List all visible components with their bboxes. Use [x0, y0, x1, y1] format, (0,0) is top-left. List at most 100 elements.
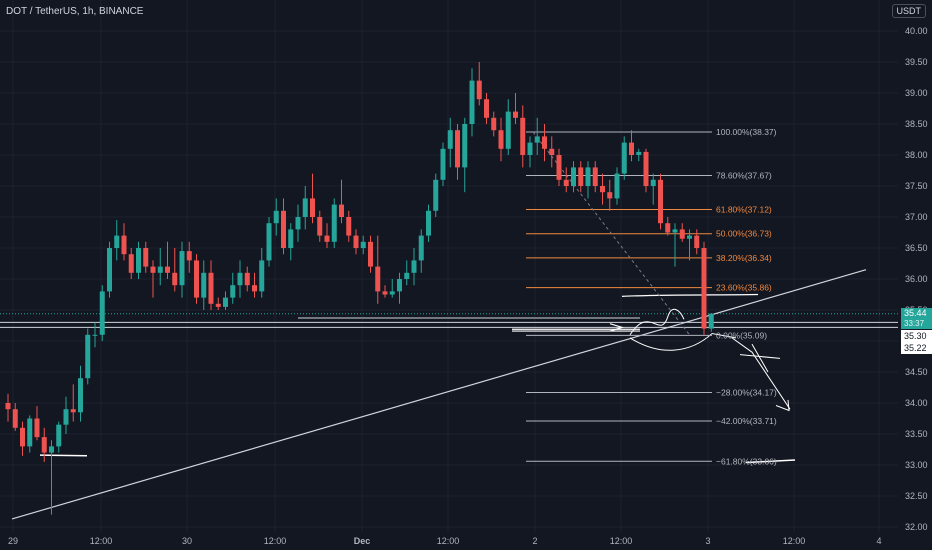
- brush-stroke[interactable]: [629, 333, 737, 351]
- candle-body: [339, 204, 344, 217]
- candle-body: [107, 248, 112, 292]
- time-axis[interactable]: 29 12:00 30 12:00 Dec 12:00 2 12:00 3 12:00 4: [8, 536, 882, 546]
- candle-series: [5, 62, 714, 515]
- candle-body: [701, 248, 707, 329]
- candle-body: [353, 235, 359, 248]
- candle-body: [462, 124, 468, 168]
- countdown-label: 33:37: [901, 319, 932, 329]
- brush-stroke[interactable]: [512, 328, 640, 332]
- candle-body: [281, 210, 286, 248]
- hline-price-label-1: 35.30: [901, 330, 932, 342]
- symbol-title[interactable]: DOT / TetherUS, 1h, BINANCE: [6, 6, 144, 17]
- candle-body: [491, 117, 497, 131]
- candle-body: [708, 313, 714, 329]
- candle-body: [643, 151, 649, 186]
- candle-body: [556, 155, 562, 180]
- candle-body: [404, 272, 410, 279]
- price-tick-label: 37.50: [905, 181, 928, 191]
- candle-body: [426, 210, 431, 236]
- arrow-icon[interactable]: [609, 323, 625, 332]
- candle-body: [694, 235, 700, 248]
- candle-body: [310, 198, 315, 217]
- candle-body: [455, 130, 460, 168]
- candle-body: [259, 260, 265, 292]
- candle-body: [542, 136, 547, 149]
- candle-body: [266, 223, 272, 261]
- candle-body: [56, 424, 62, 447]
- price-tick-label: 32.00: [905, 522, 928, 532]
- candle-body: [12, 409, 18, 428]
- candle-body: [375, 266, 381, 292]
- candle-body: [549, 148, 555, 155]
- brush-stroke[interactable]: [745, 459, 796, 464]
- projection-path[interactable]: [731, 337, 791, 410]
- brush-stroke[interactable]: [739, 343, 781, 373]
- candle-body: [288, 229, 294, 248]
- candle-body: [382, 291, 388, 295]
- brush-stroke[interactable]: [629, 308, 685, 336]
- candle-body: [498, 130, 504, 149]
- candle-body: [571, 167, 576, 186]
- time-tick-label: 29: [8, 536, 18, 546]
- candle-body: [592, 167, 598, 186]
- candle-body: [27, 418, 33, 447]
- candle-body: [92, 334, 98, 336]
- candle-body: [215, 303, 221, 307]
- candle-body: [121, 235, 127, 255]
- price-tick-label: 34.50: [905, 367, 928, 377]
- candle-body: [302, 198, 308, 217]
- fib-level-label: 0.00%(35.09): [716, 330, 767, 340]
- arrow-icon[interactable]: [775, 399, 790, 412]
- candle-body: [607, 192, 613, 199]
- price-tick-label: 39.50: [905, 57, 928, 67]
- trend-line[interactable]: [11, 269, 867, 520]
- drawings[interactable]: [0, 269, 898, 520]
- currency-badge[interactable]: USDT: [891, 4, 926, 18]
- candle-body: [150, 266, 156, 273]
- fib-level-label: 38.20%(36.34): [716, 253, 772, 263]
- candle-body: [687, 235, 692, 239]
- candle-body: [317, 217, 323, 236]
- candle-body: [208, 272, 214, 304]
- candle-body: [513, 111, 518, 118]
- candle-body: [346, 217, 352, 236]
- candle-body: [672, 229, 678, 233]
- candle-body: [230, 285, 236, 298]
- candle-body: [331, 204, 337, 242]
- candle-body: [636, 151, 642, 155]
- candle-body: [128, 254, 134, 273]
- candle-body: [650, 179, 656, 186]
- candle-body: [469, 80, 475, 124]
- fib-level-label: −61.80%(33.06): [716, 456, 777, 466]
- candle-body: [440, 148, 446, 180]
- brush-stroke[interactable]: [39, 454, 88, 457]
- candle-body: [63, 409, 69, 425]
- price-tick-label: 37.00: [905, 212, 928, 222]
- candle-body: [194, 260, 199, 298]
- time-tick-label: 2: [532, 536, 537, 546]
- time-tick-label: 3: [705, 536, 710, 546]
- candle-body: [223, 297, 228, 307]
- time-tick-label: 30: [182, 536, 192, 546]
- price-tick-label: 36.00: [905, 274, 928, 284]
- price-tick-label: 34.00: [905, 398, 928, 408]
- candle-body: [295, 217, 301, 230]
- candle-body: [534, 136, 540, 143]
- fib-retracement[interactable]: 100.00%(38.37) 78.60%(37.67) 61.80%(37.12)…: [526, 127, 777, 466]
- fib-level-label: −42.00%(33.71): [716, 416, 777, 426]
- candle-body: [237, 272, 243, 286]
- candle-body: [563, 179, 569, 186]
- candle-body: [484, 99, 489, 118]
- price-tick-label: 33.50: [905, 429, 928, 439]
- time-tick-label: 12:00: [783, 536, 806, 546]
- candle-body: [418, 235, 424, 261]
- candle-body: [34, 418, 40, 438]
- candle-body: [447, 130, 453, 149]
- price-axis[interactable]: 40.00 39.50 39.00 38.50 38.00 37.50 37.00 36.50…: [905, 26, 928, 532]
- time-tick-label: 4: [876, 536, 881, 546]
- price-tick-label: 36.50: [905, 243, 928, 253]
- brush-stroke[interactable]: [621, 293, 759, 297]
- candle-body: [679, 229, 685, 239]
- candle-body: [621, 142, 627, 174]
